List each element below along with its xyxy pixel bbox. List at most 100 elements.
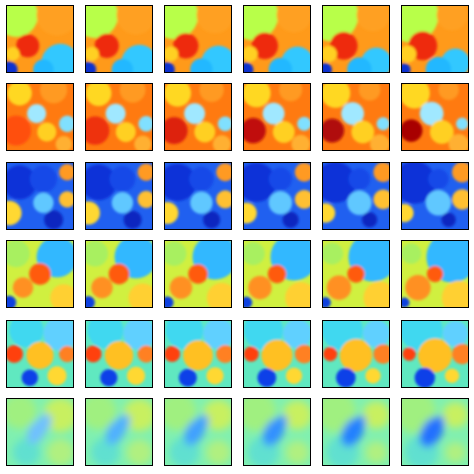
tile-frame (322, 162, 390, 230)
tile-blobs (243, 5, 311, 73)
tile (243, 5, 311, 73)
blob (85, 46, 99, 62)
tile-frame (401, 240, 469, 308)
blob (456, 117, 469, 130)
tile-blobs (6, 240, 74, 308)
blob (361, 212, 378, 228)
tile-blobs (164, 5, 232, 73)
blob (104, 341, 134, 370)
tile-blobs (6, 164, 74, 230)
tile-frame (322, 320, 390, 388)
blob (347, 190, 372, 216)
blob (40, 83, 68, 104)
tile-frame (85, 240, 153, 308)
blob (243, 242, 265, 266)
blob (243, 346, 259, 362)
blob (248, 275, 272, 300)
blob (189, 166, 214, 192)
blob (108, 263, 130, 285)
blob (123, 398, 153, 432)
blob (251, 32, 279, 60)
tile (6, 83, 74, 151)
tile-blobs (6, 320, 74, 386)
blob (267, 264, 287, 284)
blob (111, 58, 134, 73)
blob (262, 102, 285, 125)
blob (36, 5, 74, 36)
tile (85, 83, 153, 151)
tile-blobs (322, 5, 390, 73)
tile-frame (85, 5, 153, 73)
blob (216, 345, 232, 363)
blob (442, 402, 469, 428)
blob (6, 240, 30, 268)
blob (414, 367, 435, 388)
blob (441, 280, 469, 308)
blob (183, 340, 213, 371)
blob (294, 162, 311, 182)
blob (401, 83, 430, 109)
tile (322, 162, 390, 230)
tile-frame (6, 83, 74, 151)
tile-frame (243, 83, 311, 151)
blob (190, 58, 213, 73)
blob (243, 162, 277, 202)
blob (282, 400, 311, 430)
tile-frame (85, 320, 153, 388)
blob (402, 347, 416, 361)
blob (6, 345, 23, 363)
tile-frame (6, 398, 74, 466)
blob (123, 210, 142, 229)
tile-blobs (6, 83, 74, 151)
tile (85, 398, 153, 466)
blob (169, 276, 193, 299)
blob (373, 344, 390, 364)
blob (425, 56, 452, 73)
blob (194, 121, 216, 143)
blob (21, 369, 38, 386)
tile-blobs (401, 398, 469, 466)
tile-blobs (243, 398, 311, 466)
tile-frame (322, 240, 390, 308)
tile (401, 162, 469, 230)
blob (6, 47, 20, 61)
tile-blobs (322, 240, 390, 308)
tile (164, 320, 232, 388)
blob (37, 122, 57, 142)
blob (322, 63, 332, 73)
blob (6, 61, 18, 73)
tile (243, 320, 311, 388)
blob (373, 189, 390, 210)
tile-frame (164, 5, 232, 73)
blob (401, 45, 417, 63)
blob (336, 368, 356, 388)
blob (243, 5, 279, 41)
blob (59, 345, 74, 363)
blob (206, 282, 232, 308)
blob (373, 162, 390, 182)
blob (85, 61, 97, 73)
blob (164, 5, 199, 40)
tile-frame (164, 162, 232, 230)
blob (164, 201, 179, 225)
tile-frame (243, 162, 311, 230)
tile-frame (6, 320, 74, 388)
tile (401, 398, 469, 466)
blob (436, 5, 468, 31)
tile (401, 83, 469, 151)
tile-blobs (85, 83, 153, 151)
blob (356, 5, 390, 32)
blob (444, 368, 460, 383)
blob (285, 440, 309, 464)
blob (111, 192, 134, 214)
tile (164, 83, 232, 151)
blob (119, 83, 146, 103)
blob (6, 398, 37, 429)
tile (164, 5, 232, 73)
blob (33, 192, 54, 213)
blob (282, 320, 311, 349)
tile-frame (85, 83, 153, 151)
blob (243, 46, 258, 62)
blob (137, 345, 153, 363)
